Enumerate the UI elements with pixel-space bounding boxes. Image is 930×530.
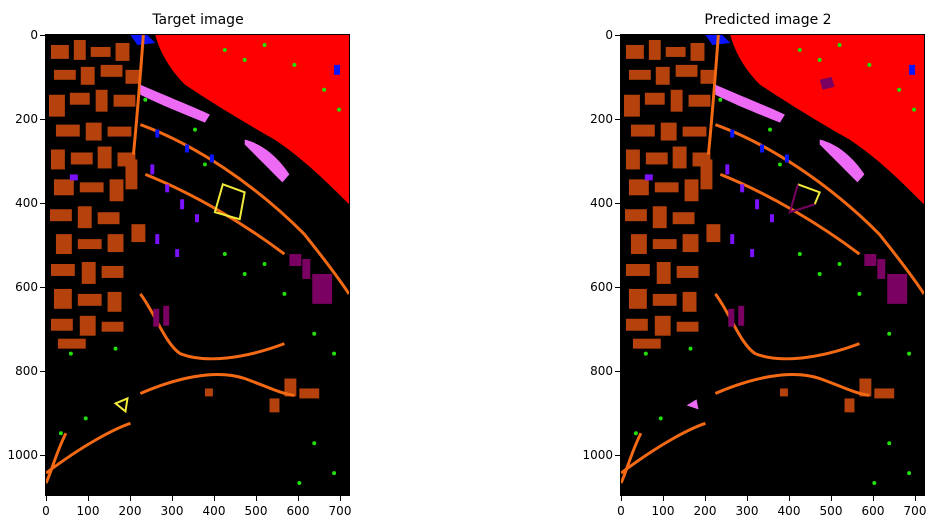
predicted-image-plot bbox=[620, 34, 925, 496]
x-tick-label: 0 bbox=[42, 504, 50, 518]
x-tick-label: 600 bbox=[286, 504, 310, 518]
x-tick-label: 200 bbox=[118, 504, 142, 518]
y-tick-label: 400 bbox=[15, 196, 38, 210]
predicted-image-map bbox=[621, 35, 924, 495]
left-figure-panel: Target image bbox=[7, 12, 352, 518]
right-figure-panel: Predicted image 2 bbox=[465, 0, 930, 530]
target-image-plot bbox=[45, 34, 350, 496]
x-tick-label: 400 bbox=[777, 504, 801, 518]
x-tick-label: 100 bbox=[76, 504, 100, 518]
x-tick-label: 0 bbox=[617, 504, 625, 518]
y-tick-label: 800 bbox=[15, 364, 38, 378]
x-tick-label: 300 bbox=[735, 504, 759, 518]
x-tick-label: 700 bbox=[328, 504, 352, 518]
x-tick-label: 400 bbox=[202, 504, 226, 518]
y-tick-label: 600 bbox=[15, 280, 38, 294]
x-tick-label: 100 bbox=[651, 504, 675, 518]
y-tick-label: 200 bbox=[590, 112, 613, 126]
y-tick-label: 200 bbox=[15, 112, 38, 126]
x-tick-label: 200 bbox=[693, 504, 717, 518]
left-panel-title: Target image bbox=[152, 12, 244, 28]
x-tick-label: 300 bbox=[160, 504, 184, 518]
y-tick-label: 600 bbox=[590, 280, 613, 294]
y-tick-label: 1000 bbox=[7, 448, 38, 462]
target-image-map bbox=[46, 35, 349, 495]
x-tick-label: 600 bbox=[861, 504, 885, 518]
right-panel-title: Predicted image 2 bbox=[704, 12, 832, 28]
x-tick-label: 500 bbox=[819, 504, 843, 518]
x-tick-label: 700 bbox=[903, 504, 927, 518]
y-tick-label: 800 bbox=[590, 364, 613, 378]
y-tick-label: 1000 bbox=[582, 448, 613, 462]
y-tick-label: 0 bbox=[30, 28, 38, 42]
y-tick-label: 0 bbox=[605, 28, 613, 42]
y-tick-label: 400 bbox=[590, 196, 613, 210]
x-tick-label: 500 bbox=[244, 504, 268, 518]
